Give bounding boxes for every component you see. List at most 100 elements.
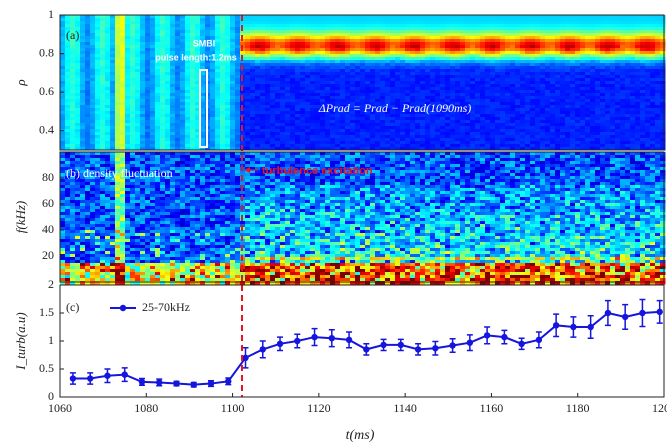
heatmap-cell [515,111,521,115]
heatmap-cell [540,144,546,148]
heatmap-cell [325,63,331,67]
heatmap-cell [285,18,291,22]
heatmap-cell [445,24,451,28]
heatmap-cell [305,132,311,136]
heatmap-cell [255,93,261,97]
heatmap-cell [595,72,601,76]
heatmap-cell [330,81,336,85]
heatmap-cell [100,135,106,139]
heatmap-cell [305,129,311,133]
heatmap-cell [115,42,121,46]
heatmap-cell [430,93,436,97]
heatmap-cell [250,33,256,37]
heatmap-cell [435,51,441,55]
heatmap-cell [570,57,576,61]
heatmap-cell [150,48,156,52]
heatmap-cell [445,63,451,67]
heatmap-cell [390,42,396,46]
heatmap-cell [505,114,511,118]
heatmap-cell [105,102,111,106]
heatmap-cell [115,60,121,64]
heatmap-cell [330,33,336,37]
heatmap-cell [165,132,171,136]
heatmap-cell [540,138,546,142]
heatmap-cell [220,33,226,37]
heatmap-cell [340,18,346,22]
heatmap-cell [255,135,261,139]
heatmap-cell [285,120,291,124]
heatmap-cell [610,78,616,82]
heatmap-cell [140,36,146,40]
heatmap-cell [375,33,381,37]
heatmap-cell [585,69,591,73]
heatmap-cell [215,117,221,121]
heatmap-cell [535,141,541,145]
heatmap-cell [190,15,196,19]
heatmap-cell [455,135,461,139]
heatmap-cell [525,84,531,88]
heatmap-cell [180,36,186,40]
heatmap-cell [345,132,351,136]
heatmap-cell [550,48,556,52]
heatmap-cell [575,117,581,121]
heatmap-cell [350,42,356,46]
heatmap-cell [420,90,426,94]
heatmap-cell [425,54,431,58]
heatmap-cell [115,129,121,133]
heatmap-cell [240,102,246,106]
heatmap-cell [485,120,491,124]
heatmap-cell [130,81,136,85]
heatmap-cell [175,30,181,34]
heatmap-cell [575,48,581,52]
heatmap-cell [445,141,451,145]
heatmap-cell [415,66,421,70]
heatmap-cell [295,21,301,25]
heatmap-cell [95,93,101,97]
heatmap-cell [330,66,336,70]
heatmap-cell [80,102,86,106]
heatmap-cell [500,27,506,31]
heatmap-cell [600,72,606,76]
heatmap-cell [355,15,361,19]
heatmap-cell [505,24,511,28]
heatmap-cell [185,123,191,127]
heatmap-cell [550,54,556,58]
heatmap-cell [220,36,226,40]
heatmap-cell [590,78,596,82]
heatmap-cell [600,108,606,112]
heatmap-cell [310,105,316,109]
heatmap-cell [595,114,601,118]
heatmap-cell [385,84,391,88]
heatmap-cell [245,108,251,112]
heatmap-cell [220,24,226,28]
heatmap-cell [430,15,436,19]
heatmap-cell [415,120,421,124]
heatmap-cell [370,63,376,67]
heatmap-cell [525,117,531,121]
heatmap-cell [75,51,81,55]
heatmap-cell [70,42,76,46]
heatmap-cell [460,36,466,40]
heatmap-cell [115,81,121,85]
heatmap-cell [275,39,281,43]
heatmap-cell [165,15,171,19]
heatmap-cell [130,144,136,148]
heatmap-cell [75,138,81,142]
heatmap-cell [575,24,581,28]
heatmap-cell [280,33,286,37]
heatmap-cell [410,15,416,19]
heatmap-cell [470,75,476,79]
heatmap-cell [80,99,86,103]
heatmap-cell [145,96,151,100]
heatmap-cell [535,39,541,43]
heatmap-cell [185,138,191,142]
heatmap-cell [480,69,486,73]
heatmap-cell [515,144,521,148]
heatmap-cell [300,144,306,148]
heatmap-cell [520,111,526,115]
heatmap-cell [260,60,266,64]
heatmap-cell [105,144,111,148]
heatmap-cell [265,30,271,34]
heatmap-cell [105,120,111,124]
heatmap-cell [420,54,426,58]
